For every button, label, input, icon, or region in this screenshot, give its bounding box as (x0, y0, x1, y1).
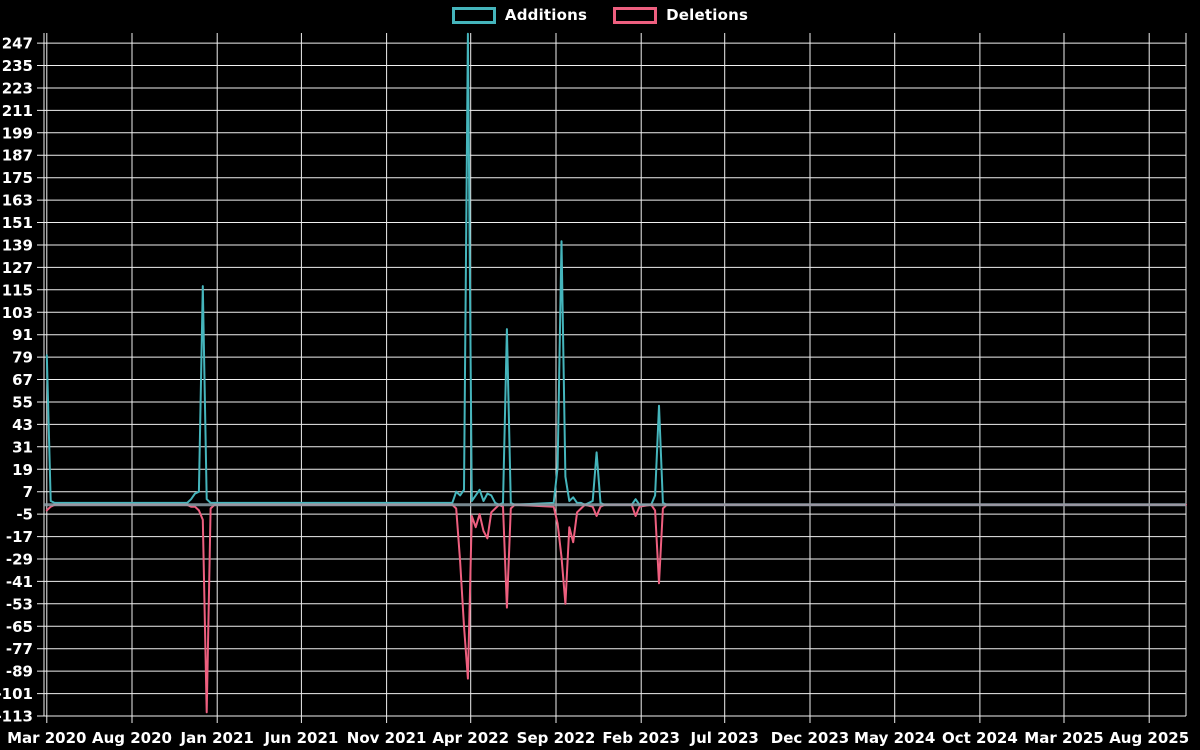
y-tick-label: 43 (12, 416, 33, 434)
x-tick-label: Oct 2024 (942, 729, 1018, 747)
x-tick-label: May 2024 (854, 729, 935, 747)
y-tick-label: -89 (6, 663, 33, 681)
deletions-legend-label: Deletions (666, 6, 749, 24)
y-tick-label: -65 (6, 618, 33, 636)
y-tick-label: 211 (2, 102, 33, 120)
x-tick-label: Sep 2022 (517, 729, 596, 747)
x-tick-label: Nov 2021 (347, 729, 427, 747)
x-tick-label: Aug 2025 (1109, 729, 1189, 747)
additions-legend-label: Additions (504, 6, 588, 24)
x-tick-label: Jul 2023 (690, 729, 759, 747)
y-tick-label: 163 (2, 192, 33, 210)
y-tick-label: -77 (6, 640, 33, 658)
y-tick-label: 151 (2, 214, 33, 232)
y-tick-label: 139 (2, 237, 33, 255)
x-tick-label: Jun 2021 (263, 729, 338, 747)
y-tick-label: 175 (2, 169, 33, 187)
y-tick-label: -53 (6, 595, 33, 613)
y-tick-label: -113 (0, 708, 33, 726)
y-tick-label: 7 (23, 483, 33, 501)
y-tick-label: 223 (2, 80, 33, 98)
x-tick-label: Feb 2023 (602, 729, 680, 747)
y-tick-label: -41 (6, 573, 33, 591)
y-tick-label: 235 (2, 57, 33, 75)
y-tick-label: -17 (6, 528, 33, 546)
y-tick-label: 103 (2, 304, 33, 322)
y-tick-label: 247 (2, 35, 33, 53)
y-tick-label: 199 (2, 124, 33, 142)
y-tick-label: 31 (12, 438, 33, 456)
y-tick-label: 91 (12, 326, 33, 344)
x-tick-label: Apr 2022 (432, 729, 509, 747)
x-tick-label: Aug 2020 (92, 729, 172, 747)
y-tick-label: -29 (6, 551, 33, 569)
x-tick-label: Dec 2023 (771, 729, 850, 747)
y-tick-label: 187 (2, 147, 33, 165)
legend-item-additions[interactable]: Additions (451, 6, 588, 24)
y-tick-label: 19 (12, 461, 33, 479)
x-tick-label: Jan 2021 (180, 729, 254, 747)
y-tick-label: 79 (12, 349, 33, 367)
x-tick-label: Mar 2020 (7, 729, 86, 747)
y-tick-label: 55 (12, 394, 33, 412)
chart-legend: Additions Deletions (0, 6, 1200, 24)
y-tick-label: 115 (2, 281, 33, 299)
y-tick-label: -5 (16, 506, 33, 524)
y-tick-label: -101 (0, 685, 33, 703)
deletions-swatch-icon (613, 6, 658, 24)
x-tick-label: Mar 2025 (1024, 729, 1103, 747)
y-tick-label: 67 (12, 371, 33, 389)
additions-swatch-icon (451, 6, 496, 24)
legend-item-deletions[interactable]: Deletions (613, 6, 748, 24)
y-tick-label: 127 (2, 259, 33, 277)
